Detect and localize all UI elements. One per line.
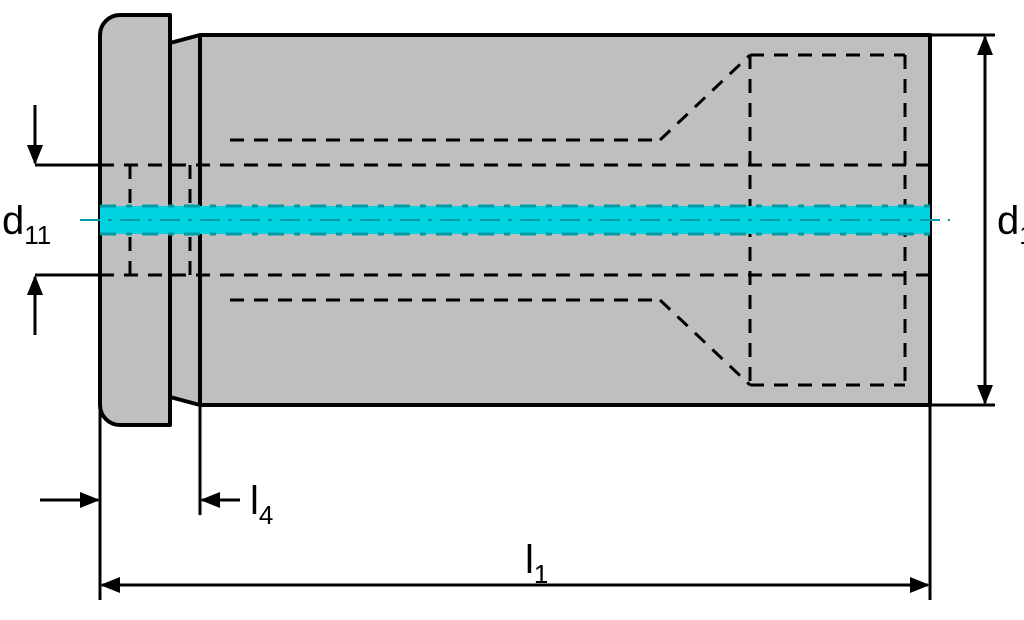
label-d1: d1: [997, 199, 1024, 250]
label-d11: d11: [2, 199, 51, 250]
technical-drawing: d11 d1 l4 l1: [0, 0, 1024, 620]
label-l4: l4: [250, 479, 273, 530]
label-l1: l1: [525, 538, 548, 589]
